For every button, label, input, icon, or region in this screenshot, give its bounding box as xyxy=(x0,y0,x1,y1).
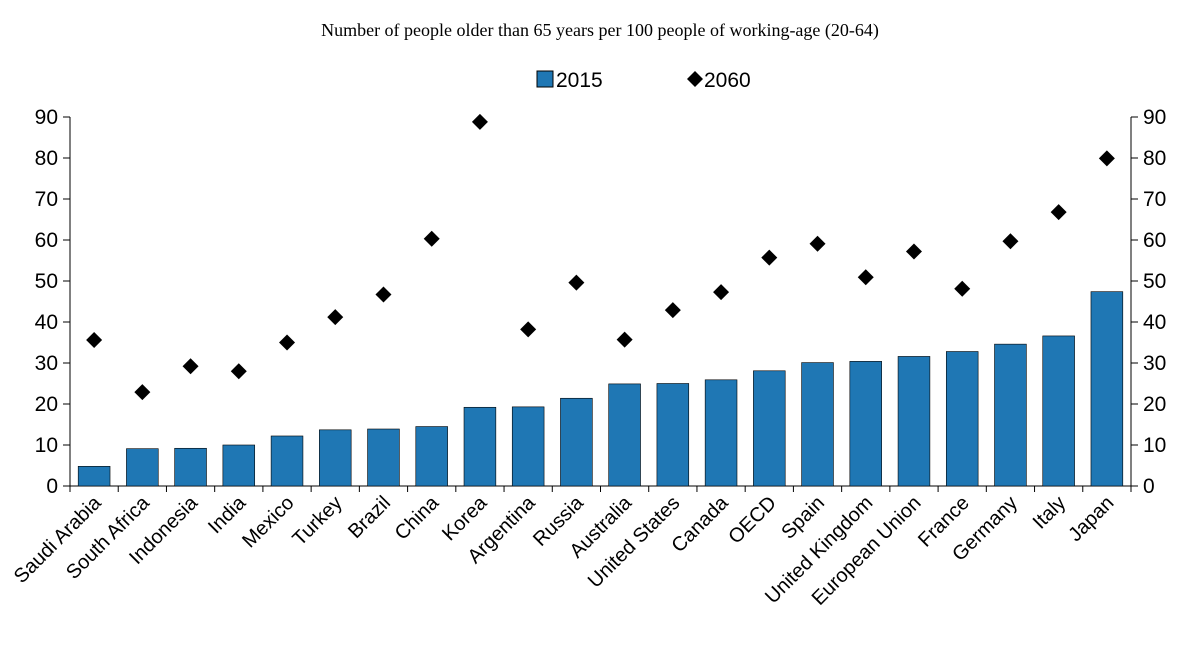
y-tick-label-left: 60 xyxy=(35,229,58,252)
y-tick-label-right: 0 xyxy=(1143,475,1155,498)
marker-2060 xyxy=(86,332,103,349)
marker-2060 xyxy=(1050,204,1067,221)
bar-2015 xyxy=(270,435,304,487)
bar-2015 xyxy=(897,356,931,487)
marker-2060 xyxy=(471,113,488,130)
marker-2060 xyxy=(520,321,537,338)
bar-2015 xyxy=(656,383,690,487)
y-tick-label-left: 30 xyxy=(35,352,58,375)
bar-2015 xyxy=(511,406,545,487)
bar-2015 xyxy=(608,383,641,487)
legend-label-2015: 2015 xyxy=(556,69,603,92)
y-tick-label-right: 80 xyxy=(1143,147,1166,170)
marker-2060 xyxy=(279,334,296,351)
y-tick-label-right: 70 xyxy=(1143,188,1166,211)
bar-2015 xyxy=(753,370,786,487)
category-label: China xyxy=(391,491,444,544)
bar-2015 xyxy=(849,361,882,487)
marker-2060 xyxy=(664,302,681,319)
y-tick-label-left: 10 xyxy=(35,434,58,457)
marker-2060 xyxy=(809,235,826,252)
marker-2060 xyxy=(327,309,344,326)
bars xyxy=(77,291,1124,487)
marker-2060 xyxy=(182,358,199,375)
y-tick-label-left: 40 xyxy=(35,311,58,334)
y-tick-label-left: 70 xyxy=(35,188,58,211)
y-tick-label-left: 0 xyxy=(46,475,58,498)
chart-title: Number of people older than 65 years per… xyxy=(321,20,879,41)
bar-2015 xyxy=(1042,335,1075,487)
markers-2060 xyxy=(86,113,1115,401)
category-label: Brazil xyxy=(344,492,395,543)
bar-2015 xyxy=(415,426,448,487)
y-tick-label-right: 90 xyxy=(1143,106,1166,129)
legend-marker-2060 xyxy=(687,71,703,87)
marker-2060 xyxy=(905,243,922,260)
bar-2015 xyxy=(222,444,256,487)
marker-2060 xyxy=(713,284,730,301)
category-label: Turkey xyxy=(289,492,347,550)
bar-2015 xyxy=(463,406,497,487)
bar-2015 xyxy=(704,379,738,487)
y-tick-label-right: 20 xyxy=(1143,393,1166,416)
bar-2015 xyxy=(77,466,111,487)
bar-2015 xyxy=(319,429,352,487)
marker-2060 xyxy=(1002,233,1019,250)
bar-2015 xyxy=(994,343,1027,487)
marker-2060 xyxy=(857,269,874,286)
category-label: Italy xyxy=(1029,492,1070,533)
y-tick-label-left: 90 xyxy=(35,106,58,129)
legend: 2015 2060 xyxy=(536,69,751,92)
marker-2060 xyxy=(134,384,151,401)
y-tick-label-right: 60 xyxy=(1143,229,1166,252)
y-tick-label-left: 20 xyxy=(35,393,58,416)
y-tick-label-right: 50 xyxy=(1143,270,1166,293)
bar-2015 xyxy=(367,428,400,487)
category-label: Japan xyxy=(1064,492,1118,546)
category-label: OECD xyxy=(724,492,780,548)
marker-2060 xyxy=(616,331,633,348)
y-tick-label-right: 10 xyxy=(1143,434,1166,457)
y-tick-label-left: 50 xyxy=(35,270,58,293)
bar-2015 xyxy=(1090,291,1124,487)
bar-2015 xyxy=(801,362,834,487)
bar-2015 xyxy=(174,447,207,487)
axes: 0 0 10 10 20 20 30 30 40 40 50 50 60 60 70 70 80 80 90 90 xyxy=(35,106,1167,498)
bar-2015 xyxy=(560,397,593,487)
legend-swatch-2015 xyxy=(536,70,554,88)
marker-2060 xyxy=(568,274,585,291)
marker-2060 xyxy=(230,363,247,380)
marker-2060 xyxy=(375,286,392,303)
legend-label-2060: 2060 xyxy=(704,69,751,92)
bar-2015 xyxy=(126,448,159,487)
y-tick-label-right: 40 xyxy=(1143,311,1166,334)
bar-2015 xyxy=(945,351,979,487)
y-tick-label-right: 30 xyxy=(1143,352,1166,375)
marker-2060 xyxy=(761,249,778,266)
y-tick-label-left: 80 xyxy=(35,147,58,170)
marker-2060 xyxy=(423,230,440,247)
category-label: Mexico xyxy=(238,492,298,552)
marker-2060 xyxy=(954,280,971,297)
marker-2060 xyxy=(1098,150,1115,167)
